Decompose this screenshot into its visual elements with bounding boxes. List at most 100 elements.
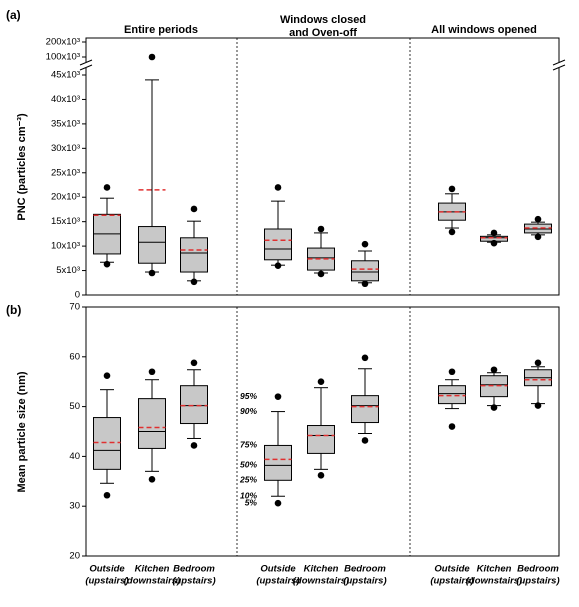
x-tick-label: (upstairs) xyxy=(85,576,128,587)
box xyxy=(307,425,335,454)
outlier xyxy=(190,359,198,367)
outlier xyxy=(190,205,198,213)
outlier xyxy=(534,233,542,241)
box xyxy=(138,398,166,449)
outlier xyxy=(103,260,111,268)
group-title: Entire periods xyxy=(124,24,198,36)
x-tick-label: (upstairs) xyxy=(172,576,215,587)
y-axis-label: Mean particle size (nm) xyxy=(16,371,28,492)
box xyxy=(93,417,121,470)
outlier xyxy=(190,278,198,286)
y-tick-label: 40x10³ xyxy=(51,94,80,105)
percentile-label: 10% xyxy=(240,490,257,500)
outlier xyxy=(534,215,542,223)
x-tick-label: (upstairs) xyxy=(343,576,386,587)
y-tick-label: 30 xyxy=(69,501,80,512)
outlier xyxy=(317,378,325,386)
outlier xyxy=(490,229,498,237)
y-tick-label: 50 xyxy=(69,401,80,412)
y-tick-label: 40 xyxy=(69,451,80,462)
box xyxy=(180,385,208,425)
outlier xyxy=(490,404,498,411)
group-title: All windows opened xyxy=(431,24,537,36)
y-tick-label: 5x10³ xyxy=(56,265,80,276)
x-tick-label: Bedroom xyxy=(344,564,386,575)
percentile-label: 5% xyxy=(245,497,258,507)
frame-b xyxy=(85,306,560,557)
y-tick-label: 45x10³ xyxy=(51,70,80,81)
y-tick-label: 35x10³ xyxy=(51,118,80,129)
y-tick-label: 60 xyxy=(69,351,80,362)
box xyxy=(438,385,466,405)
box xyxy=(264,444,292,481)
outlier xyxy=(317,225,325,233)
y-axis-label: PNC (particles cm⁻³) xyxy=(16,113,28,221)
x-tick-label: Bedroom xyxy=(517,564,559,575)
outlier xyxy=(448,185,456,193)
outlier xyxy=(274,262,282,269)
outlier xyxy=(274,393,282,400)
dividers xyxy=(236,38,411,556)
y-tick-label: 30x10³ xyxy=(51,143,80,154)
x-tick-label: (downstairs) xyxy=(293,576,349,587)
outlier xyxy=(361,240,369,248)
box xyxy=(351,260,379,282)
y-tick-label: 20x10³ xyxy=(51,192,80,203)
x-tick-label: (upstairs) xyxy=(256,576,299,587)
x-tick-label: (downstairs) xyxy=(124,576,180,587)
panel-label: (b) xyxy=(6,303,21,317)
percentile-label: 95% xyxy=(240,391,257,401)
box xyxy=(351,395,379,424)
outlier xyxy=(274,184,282,191)
frame-a xyxy=(85,37,560,296)
y-tick-label: 25x10³ xyxy=(51,167,80,178)
outlier xyxy=(448,228,456,236)
outlier xyxy=(317,472,325,479)
percentile-label: 50% xyxy=(240,460,257,470)
outlier xyxy=(148,53,156,61)
y-tick-label: 70 xyxy=(69,302,80,313)
group-title: and Oven-off xyxy=(289,27,357,39)
box xyxy=(138,226,166,264)
outlier xyxy=(448,423,456,430)
y-tick-label: 10x10³ xyxy=(51,241,80,252)
x-tick-label: Bedroom xyxy=(173,564,215,575)
outlier xyxy=(103,491,111,499)
outlier xyxy=(274,499,282,507)
x-tick-label: (downstairs) xyxy=(466,576,522,587)
percentile-label: 90% xyxy=(240,406,257,416)
x-tick-label: Outside xyxy=(260,564,296,575)
outlier xyxy=(317,270,325,278)
outlier xyxy=(534,359,542,367)
y-tick-label: 0 xyxy=(75,290,80,301)
outlier xyxy=(490,239,498,247)
outlier xyxy=(361,280,369,288)
outlier xyxy=(148,476,156,483)
outlier xyxy=(190,442,198,449)
box xyxy=(264,228,292,261)
x-tick-label: (upstairs) xyxy=(430,576,473,587)
outlier xyxy=(103,372,111,380)
percentile-label: 75% xyxy=(240,440,257,450)
x-tick-label: Outside xyxy=(89,564,125,575)
y-tick-label: 15x10³ xyxy=(51,216,80,227)
outlier xyxy=(534,402,542,409)
outlier xyxy=(448,368,456,376)
outlier xyxy=(490,366,498,374)
outlier xyxy=(148,269,156,277)
x-tick-label: Outside xyxy=(434,564,470,575)
y-tick-label: 100x10³ xyxy=(46,52,80,63)
outlier xyxy=(361,354,369,362)
outlier xyxy=(103,184,111,191)
axis-break xyxy=(79,59,566,71)
x-tick-label: Kitchen xyxy=(135,564,170,575)
box xyxy=(180,237,208,273)
group-title: Windows closed xyxy=(280,14,366,26)
x-tick-label: Kitchen xyxy=(477,564,512,575)
outlier xyxy=(148,368,156,376)
y-tick-label: 200x10³ xyxy=(46,37,80,48)
panel-label: (a) xyxy=(6,8,21,22)
percentile-label: 25% xyxy=(239,475,257,485)
y-tick-label: 20 xyxy=(69,551,80,562)
